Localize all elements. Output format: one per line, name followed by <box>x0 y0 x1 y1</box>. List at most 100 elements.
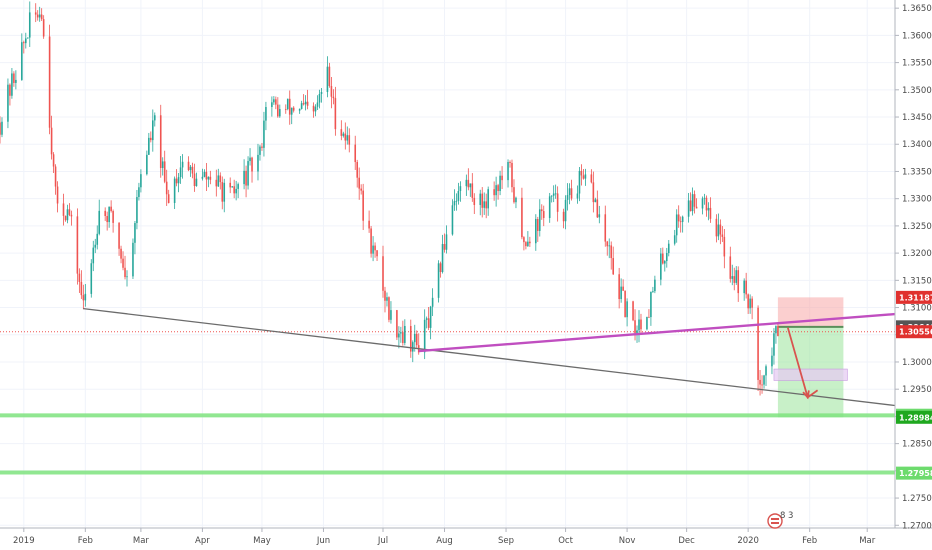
candle-body <box>695 206 698 209</box>
candle-body <box>1 121 3 135</box>
candle-body <box>654 279 656 292</box>
candle-body <box>592 182 595 203</box>
candle-body <box>209 176 212 180</box>
candle-body <box>650 291 652 318</box>
candle-body <box>423 319 426 353</box>
x-tick-label: Feb <box>78 536 93 546</box>
candle-body <box>471 183 474 198</box>
y-tick-label: 1.31000 <box>902 304 932 314</box>
y-tick-label: 1.36000 <box>902 31 932 41</box>
x-tick-label: Nov <box>619 536 636 546</box>
candle-body <box>13 73 15 83</box>
candle-body <box>56 186 59 204</box>
y-tick-label: 1.30000 <box>902 358 932 368</box>
candle-body <box>431 297 434 307</box>
candle-body <box>298 108 301 111</box>
candle-body <box>134 223 136 243</box>
candle-body <box>652 291 654 292</box>
candle-body <box>153 115 156 121</box>
candle-body <box>237 184 239 189</box>
candle-body <box>677 214 680 222</box>
candle-body <box>177 177 180 184</box>
candle-body <box>312 105 315 112</box>
candle-body <box>0 122 1 135</box>
candle-body <box>765 366 767 376</box>
candle-body <box>300 103 303 109</box>
candle-body <box>665 253 668 262</box>
candle-body <box>425 318 428 320</box>
candle-body <box>751 298 753 308</box>
candle-body <box>707 207 710 211</box>
candle-body <box>509 162 511 163</box>
candle-body <box>124 267 126 278</box>
candle-body <box>195 178 198 187</box>
candle-body <box>562 211 565 222</box>
candle-body <box>622 286 624 291</box>
candle-body <box>205 171 208 180</box>
candle-body <box>536 219 539 231</box>
candle-body <box>441 244 444 273</box>
candle-body <box>203 171 206 177</box>
candle-body <box>604 214 607 242</box>
candle-body <box>513 187 515 203</box>
candle-body <box>469 183 472 188</box>
candle-body <box>610 245 613 259</box>
candle-body <box>112 211 114 223</box>
event-flag-icon[interactable] <box>767 513 783 529</box>
candle-body <box>773 333 775 356</box>
candle-body <box>582 175 585 179</box>
candle-body <box>245 170 247 186</box>
candle-body <box>36 14 39 18</box>
candle-body <box>481 193 484 208</box>
candle-body <box>290 107 293 115</box>
candle-body <box>511 162 513 188</box>
candle-body <box>126 276 128 278</box>
candle-body <box>729 256 732 279</box>
purple-trendline[interactable] <box>418 312 896 353</box>
candle-body <box>529 241 531 244</box>
candle-body <box>106 215 108 223</box>
candle-body <box>146 154 148 175</box>
candle-body <box>535 219 537 244</box>
candle-body <box>70 214 73 217</box>
price-tag-bg <box>896 325 932 339</box>
candle-body <box>495 185 497 196</box>
candle-body <box>78 273 81 282</box>
candle-body <box>636 330 638 334</box>
candle-body <box>523 237 525 243</box>
candle-body <box>292 107 295 111</box>
candle-body <box>251 157 253 172</box>
candle-body <box>626 301 628 318</box>
gray-trendline[interactable] <box>83 307 896 407</box>
candle-body <box>140 174 142 188</box>
x-tick-label: Apr <box>195 536 210 546</box>
candle-body <box>759 379 761 385</box>
candle-body <box>578 170 581 194</box>
candle-body <box>221 182 224 202</box>
candle-body <box>98 210 101 234</box>
candle-body <box>723 236 726 257</box>
candle-body <box>709 207 712 219</box>
candle-body <box>640 319 642 330</box>
candle-body <box>215 179 218 187</box>
candle-body <box>687 200 690 217</box>
candle-body <box>554 193 557 195</box>
candle-body <box>370 228 372 254</box>
candle-body <box>26 37 29 39</box>
candle-body <box>356 162 359 178</box>
candle-body <box>7 84 9 122</box>
candle-body <box>247 161 249 186</box>
candle-body <box>548 196 551 218</box>
candle-body <box>104 210 106 216</box>
candle-body <box>15 79 17 83</box>
candle-body <box>693 194 696 207</box>
candle-body <box>499 175 501 192</box>
candle-body <box>402 332 404 343</box>
candle-body <box>110 206 112 212</box>
candle-body <box>94 244 97 248</box>
candle-body <box>304 101 307 105</box>
candle-body <box>259 146 261 155</box>
candle-body <box>646 316 648 330</box>
candle-body <box>540 209 543 212</box>
